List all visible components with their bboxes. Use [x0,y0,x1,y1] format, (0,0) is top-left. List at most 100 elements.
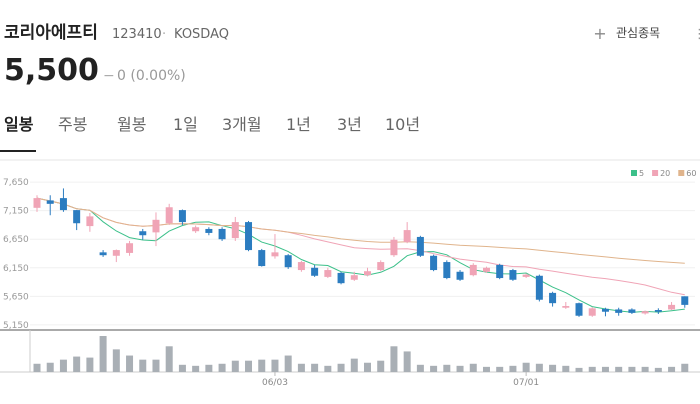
y-tick-label: 5,650 [3,292,29,302]
candle-body [59,198,67,211]
x-tick-label: 06/03 [262,378,288,388]
y-tick-label: 5,150 [3,321,29,331]
stock-name: 코리아에프티 [4,23,98,43]
watch-button[interactable]: + 관심종목 [593,24,660,43]
volume-bar [443,364,451,372]
candle-body [496,264,504,279]
candle-body [601,308,609,312]
plus-icon: + [593,24,606,43]
volume-bar [430,365,438,372]
tab[interactable]: 10년 [385,115,420,134]
candle-body [165,207,173,224]
volume-bar [205,364,213,372]
candle-body [46,200,54,204]
volume-bar [350,358,358,372]
candle-body [152,219,160,233]
candle-body [218,228,226,240]
volume-bar [535,363,543,372]
legend-swatch [652,170,659,176]
legend-swatch [631,170,637,176]
volume-bar [654,367,662,372]
tab[interactable]: 월봉 [117,115,146,134]
volume-bar [284,355,292,372]
candle-body [403,230,411,243]
volume-bar [641,366,649,372]
candle-body [112,250,120,256]
volume-bar [59,359,67,372]
change-sign: − [103,68,115,84]
candle-body [284,255,292,268]
candle-body [416,236,424,256]
candle-body [271,252,279,257]
candle-body [654,310,662,312]
candle-body [549,292,557,304]
volume-bar [297,363,305,372]
tab[interactable]: 주봉 [58,115,87,134]
candle-body [99,252,107,256]
tab[interactable]: 1년 [286,115,311,134]
change: 0 (0.00%) [117,68,186,84]
candle-body [126,243,134,253]
volume-bar [165,346,173,372]
volume-bar [192,365,200,372]
volume-bar [33,363,41,372]
y-tick-label: 6,150 [3,264,29,274]
candle-body [681,296,689,305]
candle-body [245,222,253,251]
candle-body [205,228,213,233]
volume-bar [337,363,345,372]
candle-body [231,222,239,239]
volume-bar [469,363,477,372]
watch-label: 관심종목 [616,26,660,40]
tab[interactable]: 3년 [337,115,362,134]
candle-body [588,308,596,316]
price: 5,500 [4,53,99,88]
volume-bar [377,360,385,372]
candle-body [178,210,186,223]
tab[interactable]: 1일 [173,115,198,134]
volume-bar [152,359,160,372]
volume-bar [218,363,226,372]
volume-bar [178,364,186,372]
volume-bar [562,365,570,372]
volume-bar [364,362,371,372]
candle-body [430,255,438,271]
volume-bar [575,367,583,372]
y-tick-label: 7,650 [3,178,29,188]
volume-bar [522,362,530,372]
volume-bar [668,366,676,372]
candle-body [33,198,41,208]
candle-body [641,311,649,314]
legend-swatch [678,170,685,176]
candle-body [350,275,358,280]
y-tick-label: 6,650 [3,235,29,245]
volume-bar [681,363,689,372]
tab[interactable]: 3개월 [222,115,262,134]
volume-bar [601,366,609,372]
volume-bar [271,359,279,372]
volume-bar [456,365,464,372]
volume-bar [46,362,54,372]
chart-bg [30,165,695,372]
candle-body [469,264,477,276]
candle-body [139,231,147,236]
candle-body [562,306,570,308]
x-tick-label: 07/01 [513,378,539,388]
stock-code: 123410 [112,27,162,42]
volume-bar [86,357,94,372]
candle-body [390,239,398,256]
volume-bar [311,363,319,372]
tab[interactable]: 일봉 [4,115,34,134]
volume-bar [99,336,107,372]
volume-bar [549,364,557,372]
menu-icon[interactable]: ⋮ [693,27,700,42]
volume-bar [245,360,253,372]
candle-body [311,267,319,276]
candle-body [615,309,623,313]
volume-bar [139,359,147,372]
candle-body [535,275,543,300]
candle-body [575,303,583,316]
volume-bar [126,355,134,372]
volume-bar [588,366,596,372]
volume-bar [496,366,504,372]
